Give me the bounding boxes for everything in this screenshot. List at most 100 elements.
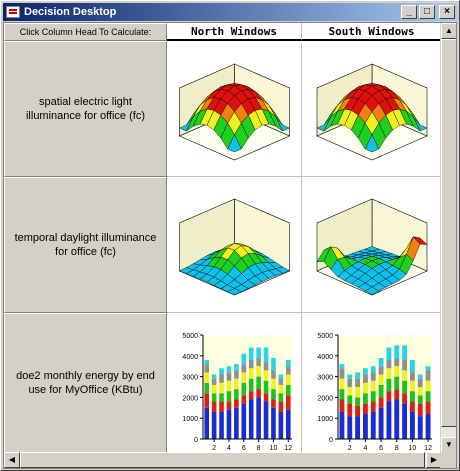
horizontal-scroll-thumb[interactable] [20, 452, 425, 468]
bar-segment [347, 387, 353, 396]
cell-energy-south[interactable]: 0 1000 2000 3000 4000 5000 2 4 6 8 10 12 [302, 313, 442, 453]
minimize-button[interactable]: _ [401, 5, 417, 19]
bar-segment [425, 370, 431, 381]
bar-segment [271, 378, 276, 390]
cell-energy-north[interactable]: 0 1000 2000 3000 4000 5000 2 4 6 8 10 12 [167, 313, 302, 453]
cell-temporal-south[interactable] [302, 177, 442, 313]
calculate-hint: Click Column Head To Calculate: [4, 23, 167, 41]
bar-segment [394, 357, 400, 367]
x-tick-label: 2 [212, 445, 216, 452]
bar-segment [339, 378, 345, 390]
energy-bar-chart-north: 0 1000 2000 3000 4000 5000 2 4 6 8 10 12 [182, 333, 292, 452]
bar-segment [285, 374, 291, 385]
x-tick-label: 8 [395, 445, 399, 452]
bar-segment [219, 401, 224, 412]
bar-segment [409, 391, 415, 402]
x-tick-label: 12 [284, 445, 292, 452]
scroll-right-button[interactable]: ▶ [426, 452, 442, 468]
bar-segment [234, 370, 239, 379]
x-tick-label: 4 [363, 445, 367, 452]
y-tick-label: 0 [329, 437, 333, 444]
bar-segment [219, 368, 224, 375]
bar-segment [362, 403, 368, 415]
x-tick-label: 4 [227, 445, 231, 452]
bar-segment [394, 345, 400, 358]
horizontal-scrollbar[interactable]: ◀ ▶ [4, 452, 442, 468]
bar-segment [241, 353, 247, 365]
bar-segment [256, 397, 261, 439]
bar-segment [263, 347, 269, 363]
bar-segment [226, 391, 232, 402]
bar-segment [285, 409, 291, 439]
bar-segment [417, 416, 423, 439]
bar-segment [347, 403, 353, 417]
scroll-down-button[interactable]: ▼ [441, 437, 456, 453]
bar-segment [425, 401, 431, 415]
bar-segment [355, 405, 361, 417]
x-tick-label: 12 [424, 445, 432, 452]
row-head-temporal-illuminance: temporal daylight illuminance for office… [4, 177, 167, 313]
x-tick-label: 10 [409, 445, 417, 452]
bar-segment [248, 378, 254, 392]
bar-segment [271, 370, 276, 379]
maximize-button[interactable]: □ [419, 5, 435, 19]
bar-segment [417, 378, 423, 387]
close-button[interactable]: × [439, 5, 455, 19]
bar-segment [425, 414, 431, 439]
cell-temporal-north[interactable] [167, 177, 302, 313]
bar-segment [402, 359, 408, 371]
bar-segment [425, 391, 431, 402]
bar-segment [263, 362, 269, 371]
bar-segment [285, 359, 291, 367]
bar-segment [271, 399, 276, 408]
x-tick-label: 8 [257, 445, 261, 452]
bar-segment [285, 395, 291, 410]
energy-bar-chart-south: 0 1000 2000 3000 4000 5000 2 4 6 8 10 12 [317, 333, 432, 452]
bar-segment [285, 366, 291, 375]
bar-segment [234, 399, 239, 408]
bar-segment [402, 393, 408, 404]
x-tick-label: 6 [379, 445, 383, 452]
bar-segment [394, 376, 400, 390]
y-tick-label: 1000 [182, 416, 198, 423]
bar-segment [362, 414, 368, 439]
bar-segment [256, 389, 261, 398]
scroll-left-button[interactable]: ◀ [4, 452, 20, 468]
bar-segment [241, 364, 247, 373]
bar-segment [417, 395, 423, 404]
bar-segment [226, 409, 232, 439]
x-tick-label: 10 [270, 445, 278, 452]
vertical-scrollbar[interactable]: ▲ ▼ [440, 23, 456, 453]
scroll-up-button[interactable]: ▲ [441, 23, 456, 39]
scrollbar-corner [440, 452, 456, 468]
title-bar[interactable]: Decision Desktop _ □ × [3, 3, 457, 21]
spatial-surface-south [316, 63, 428, 161]
bar-segment [241, 403, 247, 439]
bar-segment [370, 411, 376, 439]
bar-segment [409, 359, 415, 373]
bar-segment [204, 359, 210, 365]
bar-segment [256, 347, 261, 358]
bar-segment [271, 389, 276, 400]
surface-facet [227, 288, 242, 296]
app-icon [6, 6, 20, 18]
temporal-surface-north [178, 198, 291, 296]
bar-segment [370, 401, 376, 412]
column-head-south-windows[interactable]: South Windows [302, 23, 442, 41]
bar-segment [204, 372, 210, 383]
column-head-north-windows[interactable]: North Windows [167, 23, 302, 41]
y-tick-label: 1000 [317, 416, 333, 423]
bar-segment [386, 347, 392, 360]
surface-facet [227, 134, 242, 153]
cell-spatial-north[interactable] [167, 43, 302, 177]
bar-segment [370, 372, 376, 381]
bar-segment [204, 407, 210, 439]
bar-segment [211, 401, 217, 412]
bar-segment [409, 401, 415, 412]
cell-spatial-south[interactable] [302, 43, 442, 177]
bar-segment [234, 389, 239, 400]
bar-segment [278, 393, 284, 402]
bar-segment [234, 407, 239, 439]
vertical-scroll-thumb[interactable] [441, 39, 456, 427]
bar-segment [378, 357, 384, 367]
